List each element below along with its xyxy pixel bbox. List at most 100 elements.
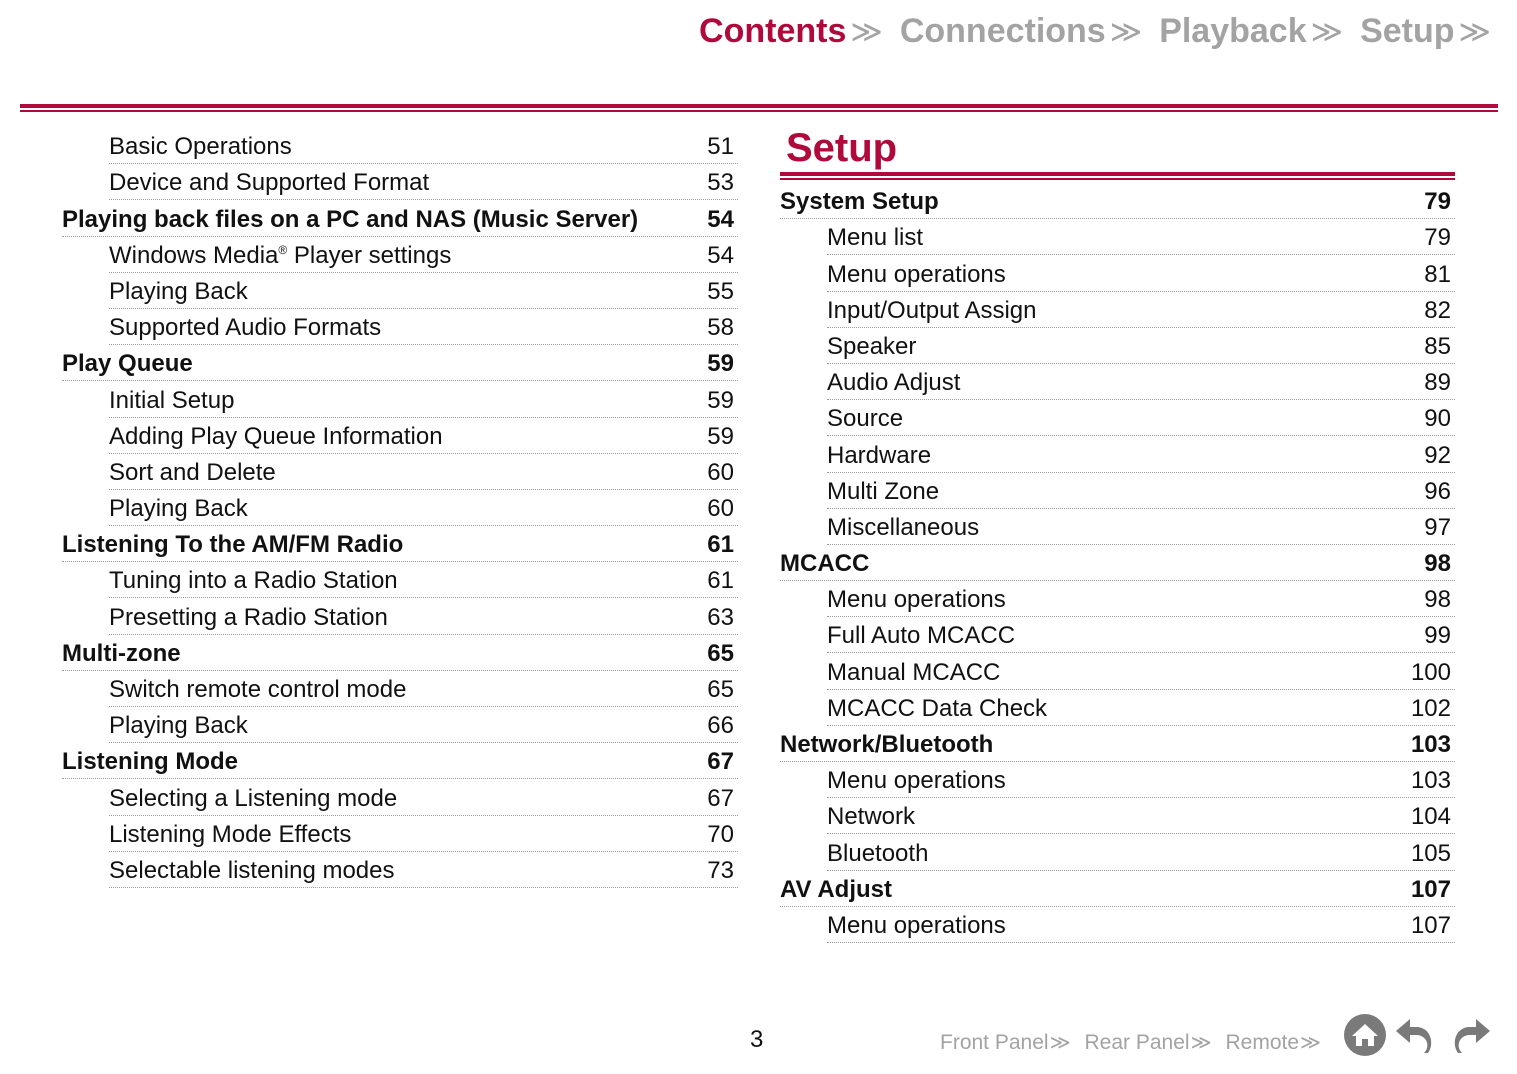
toc-page-number: 97 [1424,513,1451,541]
toc-entry[interactable]: Initial Setup 59 [109,381,738,418]
footer-link-front-panel[interactable]: Front Panel [940,1030,1049,1054]
toc-entry[interactable]: Audio Adjust 89 [827,364,1455,401]
toc-page-number: 67 [707,748,734,776]
toc-entry[interactable]: Playing Back 60 [109,490,738,527]
toc-page-number: 53 [707,169,734,197]
toc-entry-label: Audio Adjust [827,369,961,397]
toc-entry[interactable]: Selectable listening modes 73 [109,852,738,888]
tab-connections[interactable]: Connections [899,12,1106,50]
toc-page-number: 107 [1410,875,1451,903]
toc-page-number: 54 [707,241,734,269]
tab-playback[interactable]: Playback [1159,12,1307,50]
toc-entry-label: Network/Bluetooth [780,731,994,758]
toc-section-entry[interactable]: Playing back files on a PC and NAS (Musi… [62,200,738,237]
toc-entry[interactable]: Windows Media® Player settings 54 [109,237,738,273]
toc-entry[interactable]: Supported Audio Formats 58 [109,309,738,346]
footer-link-remote[interactable]: Remote [1225,1030,1300,1054]
toc-entry[interactable]: Playing Back 55 [109,273,738,309]
toc-entry[interactable]: Tuning into a Radio Station 61 [109,562,738,599]
toc-page-number: 103 [1410,767,1451,795]
header-divider-thin [20,110,1498,112]
toc-entry[interactable]: Bluetooth 105 [827,834,1455,871]
toc-entry[interactable]: Hardware 92 [827,436,1455,473]
forward-arrow-icon[interactable] [1446,1015,1492,1060]
toc-page-number: 99 [1424,622,1451,650]
toc-entry[interactable]: Menu operations 81 [827,255,1455,292]
toc-entry-label: Bluetooth [827,839,929,867]
top-navigation: Contents ≫ Connections ≫ Playback ≫ Setu… [699,12,1491,51]
toc-entry[interactable]: Selecting a Listening mode 67 [109,779,738,816]
toc-entry-label: Playing back files on a PC and NAS (Musi… [62,205,639,233]
toc-entry-label: Playing Back [109,712,248,740]
toc-entry-label: Source [827,405,904,433]
toc-entry[interactable]: Miscellaneous 97 [827,509,1455,545]
toc-left-column: Basic Operations 51 Device and Supported F… [62,128,738,888]
toc-entry-label: Play Queue [62,350,193,378]
toc-entry[interactable]: Switch remote control mode 65 [109,671,738,707]
toc-entry[interactable]: Multi Zone 96 [827,473,1455,509]
section-divider [780,172,1455,176]
toc-section-entry[interactable]: Listening Mode 67 [62,743,738,780]
toc-section-entry[interactable]: AV Adjust 107 [780,871,1455,907]
toc-page-number: 59 [707,386,734,414]
home-icon[interactable] [1342,1012,1388,1063]
toc-page-number: 82 [1424,296,1451,324]
toc-entry-label: Full Auto MCACC [827,622,1016,650]
chevron-right-icon: ≫ [1458,14,1491,49]
toc-entry-label: Sort and Delete [109,458,276,486]
toc-page-number: 61 [707,531,734,559]
toc-entry[interactable]: Menu list 79 [827,219,1455,256]
toc-section-entry[interactable]: Multi-zone 65 [62,635,738,671]
toc-entry[interactable]: MCACC Data Check 102 [827,690,1455,726]
toc-entry[interactable]: Menu operations 107 [827,907,1455,943]
toc-section-entry[interactable]: System Setup 79 [780,183,1455,220]
toc-page-number: 98 [1424,586,1451,614]
toc-entry-label: Supported Audio Formats [109,314,382,342]
toc-page-number: 58 [707,314,734,342]
toc-entry[interactable]: Device and Supported Format 53 [109,164,738,201]
footer-navigation: Front Panel ≫ Rear Panel ≫ Remote ≫ [940,1030,1335,1055]
toc-entry[interactable]: Input/Output Assign 82 [827,292,1455,328]
toc-entry[interactable]: Sort and Delete 60 [109,454,738,490]
toc-page-number: 65 [707,639,734,667]
toc-entry[interactable]: Manual MCACC 100 [827,653,1455,690]
toc-entry[interactable]: Basic Operations 51 [109,128,738,165]
toc-entry[interactable]: Speaker 85 [827,328,1455,364]
toc-page-number: 65 [707,676,734,703]
page-number: 3 [750,1026,764,1053]
toc-entry[interactable]: Menu operations 103 [827,762,1455,799]
chevron-right-icon: ≫ [850,14,883,49]
toc-page-number: 105 [1410,839,1451,867]
toc-entry-label: Speaker [827,332,917,360]
back-arrow-icon[interactable] [1394,1015,1440,1060]
toc-entry[interactable]: Presetting a Radio Station 63 [109,598,738,635]
toc-entry-label: Selectable listening modes [109,856,395,884]
toc-page-number: 79 [1424,224,1451,252]
section-title: Setup [786,126,898,170]
toc-entry-label: Menu list [827,224,924,252]
footer-link-rear-panel[interactable]: Rear Panel [1084,1030,1190,1054]
toc-entry[interactable]: Playing Back 66 [109,707,738,744]
toc-section-entry[interactable]: Network/Bluetooth 103 [780,726,1455,762]
toc-entry[interactable]: Source 90 [827,400,1455,437]
toc-section-entry[interactable]: Listening To the AM/FM Radio 61 [62,526,738,563]
toc-entry[interactable]: Menu operations 98 [827,581,1455,618]
toc-page-number: 81 [1424,260,1451,288]
chevron-right-icon: ≫ [1109,14,1143,49]
toc-entry-label: System Setup [780,188,939,216]
toc-page-number: 73 [707,856,734,884]
chevron-right-icon: ≫ [1049,1032,1071,1054]
tab-setup[interactable]: Setup [1360,12,1455,50]
toc-page-number: 103 [1410,731,1451,758]
toc-section-entry[interactable]: Play Queue 59 [62,345,738,382]
toc-section-entry[interactable]: MCACC 98 [780,545,1455,582]
toc-entry[interactable]: Adding Play Queue Information 59 [109,418,738,454]
toc-entry[interactable]: Full Auto MCACC 99 [827,617,1455,654]
toc-entry-label: Listening Mode Effects [109,820,352,848]
toc-page-number: 70 [707,820,734,848]
toc-entry[interactable]: Listening Mode Effects 70 [109,816,738,852]
tab-contents[interactable]: Contents [699,12,847,50]
toc-entry[interactable]: Network 104 [827,798,1455,835]
toc-entry-label: Listening To the AM/FM Radio [62,531,404,559]
toc-page-number: 102 [1410,694,1451,722]
